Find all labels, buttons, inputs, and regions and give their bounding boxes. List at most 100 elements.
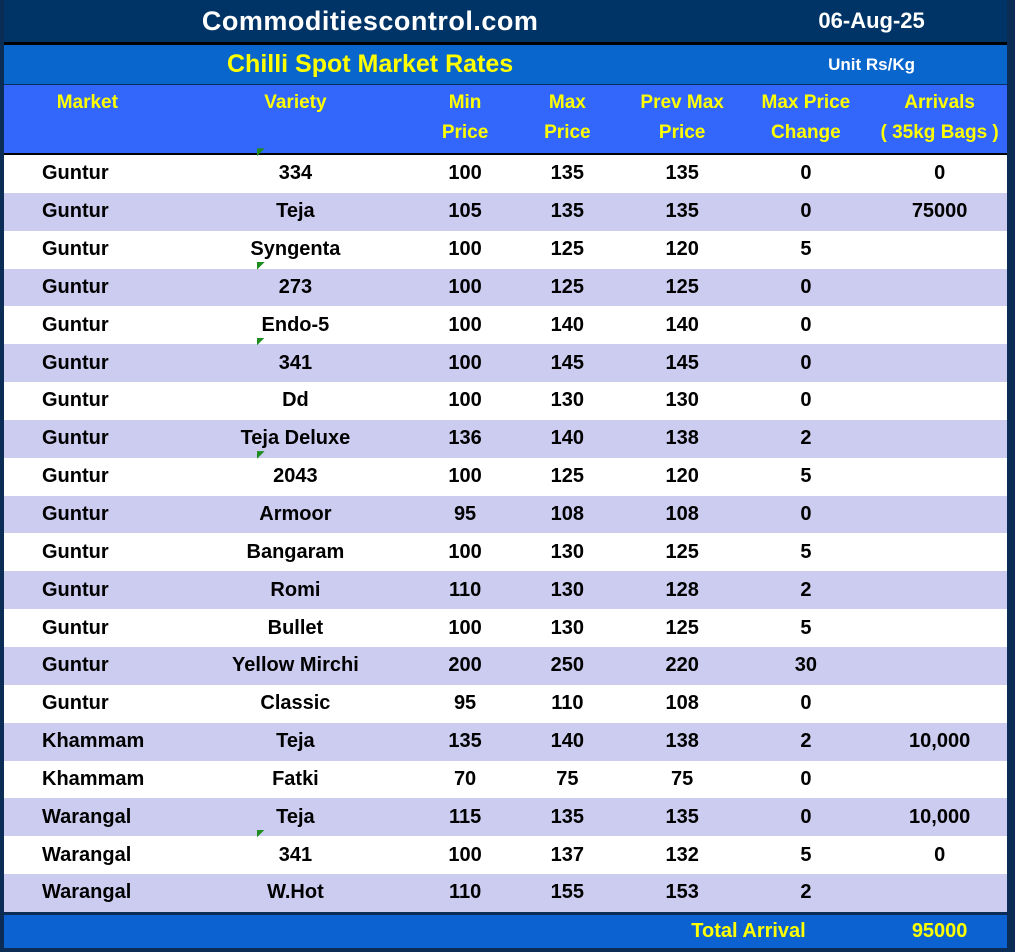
cell-max: 250 — [550, 654, 585, 677]
cell-min: 100 — [448, 313, 482, 336]
cell-variety: Syngenta — [250, 238, 341, 261]
column-header-line1: Max — [548, 92, 586, 113]
cell-variety: Endo-5 — [261, 313, 330, 336]
column-header-line1: Variety — [264, 92, 327, 113]
cell-variety: Teja Deluxe — [240, 427, 351, 450]
cell-min: 100 — [448, 389, 482, 412]
cell-min: 110 — [448, 881, 482, 904]
cell-max: 125 — [550, 275, 585, 298]
cell-market: Guntur — [42, 692, 109, 715]
cell-max: 140 — [550, 427, 585, 450]
table-row: Guntur Endo-5 100 140 140 0 — [4, 306, 1007, 345]
cell-max: 110 — [551, 692, 584, 715]
cell-market: Guntur — [42, 427, 109, 450]
column-header-line1: Prev Max — [640, 92, 724, 113]
cell-prev_max: 145 — [665, 351, 699, 374]
cell-max: 130 — [550, 616, 585, 639]
cell-variety: Yellow Mirchi — [232, 654, 359, 677]
column-header-line2: Price — [544, 122, 591, 143]
cell-prev_max: 108 — [665, 503, 699, 526]
cell-change: 0 — [800, 389, 812, 412]
column-header-line1: Min — [448, 92, 482, 113]
cell-max: 108 — [550, 503, 585, 526]
cell-prev_max: 135 — [665, 162, 699, 185]
cell-market: Guntur — [42, 351, 109, 374]
cell-variety: Teja — [276, 805, 315, 828]
table-row: Guntur Dd 100 130 130 0 — [4, 382, 1007, 420]
cell-variety: W.Hot — [267, 881, 324, 904]
column-header-line2: Price — [658, 122, 706, 143]
rates-table-body: Guntur 334 100 135 135 0 0 Guntur Teja 105 135 135 0… — [4, 148, 1007, 912]
table-row: Warangal W.Hot 110 155 153 2 — [4, 874, 1007, 912]
cell-min: 115 — [448, 805, 482, 828]
table-row: Guntur Yellow Mirchi 200 250 220 30 — [4, 646, 1007, 685]
cell-market: Guntur — [42, 162, 109, 185]
cell-change: 2 — [800, 578, 812, 601]
cell-prev_max: 135 — [665, 805, 699, 828]
cell-prev_max: 130 — [665, 389, 699, 412]
table-row: Guntur Bullet 100 130 125 5 — [4, 609, 1007, 647]
cell-variety: Dd — [282, 389, 309, 412]
cell-market: Guntur — [42, 503, 109, 526]
cell-change: 2 — [800, 881, 812, 904]
cell-variety: Armoor — [259, 503, 332, 526]
cell-max: 145 — [550, 351, 585, 374]
cell-arrivals: 75000 — [911, 200, 968, 223]
cell-market: Guntur — [42, 238, 109, 261]
total-bar: Total Arrival 95000 — [4, 912, 1007, 948]
cell-variety: 341 — [171, 829, 421, 867]
text-number-marker-icon — [256, 829, 265, 838]
column-header-variety: Variety — [171, 85, 421, 153]
cell-change: 5 — [800, 540, 812, 563]
cell-min: 100 — [448, 238, 482, 261]
title-bar: Commoditiescontrol.com 06-Aug-25 — [4, 0, 1007, 45]
cell-prev_max: 75 — [671, 767, 694, 790]
cell-min: 70 — [453, 767, 477, 790]
cell-variety: Classic — [260, 692, 331, 715]
cell-change: 2 — [800, 730, 812, 753]
cell-max: 130 — [550, 389, 585, 412]
cell-prev_max: 138 — [665, 730, 699, 753]
cell-arrivals: 0 — [934, 843, 946, 866]
cell-market: Warangal — [42, 843, 132, 866]
text-number-marker-icon — [256, 148, 265, 157]
cell-change: 0 — [800, 162, 812, 185]
cell-variety: 273 — [171, 261, 421, 299]
cell-prev_max: 108 — [665, 692, 699, 715]
cell-variety: 341 — [171, 337, 421, 375]
text-number-marker-icon — [256, 261, 265, 270]
cell-prev_max: 138 — [665, 427, 699, 450]
cell-min: 100 — [448, 465, 482, 488]
cell-min: 95 — [453, 692, 477, 715]
cell-min: 95 — [453, 503, 477, 526]
column-header-row: Market Variety Min Price Max Price Prev Max Pri… — [4, 85, 1007, 155]
cell-change: 5 — [800, 616, 812, 639]
cell-variety: Romi — [270, 578, 321, 601]
report-date: 06-Aug-25 — [818, 8, 925, 33]
table-row: Warangal Teja 115 135 135 0 10,000 — [4, 798, 1007, 837]
cell-change: 5 — [800, 238, 812, 261]
cell-market: Khammam — [42, 767, 145, 790]
cell-prev_max: 135 — [665, 200, 699, 223]
cell-prev_max: 125 — [665, 275, 699, 298]
cell-max: 135 — [550, 805, 585, 828]
cell-change: 0 — [800, 692, 812, 715]
cell-min: 105 — [448, 200, 482, 223]
column-header-line1: Arrivals — [904, 92, 976, 113]
cell-min: 100 — [448, 275, 482, 298]
column-header-min: Min Price — [420, 85, 510, 153]
cell-max: 135 — [550, 200, 585, 223]
cell-max: 155 — [550, 881, 585, 904]
table-row: Guntur Teja Deluxe 136 140 138 2 — [4, 419, 1007, 458]
table-row: Guntur 273 100 125 125 0 — [4, 261, 1007, 307]
cell-variety: 2043 — [171, 451, 421, 488]
total-arrival-value: 95000 — [911, 920, 968, 942]
cell-variety: Fatki — [272, 767, 319, 790]
cell-arrivals: 10,000 — [909, 805, 971, 828]
table-row: Khammam Teja 135 140 138 2 10,000 — [4, 722, 1007, 761]
cell-market: Warangal — [42, 881, 132, 904]
column-header-max-price: Max Price Change — [740, 85, 873, 153]
cell-min: 100 — [448, 616, 482, 639]
cell-prev_max: 120 — [665, 238, 699, 261]
